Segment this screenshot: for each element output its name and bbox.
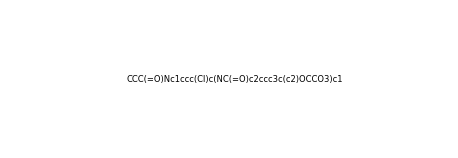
Text: CCC(=O)Nc1ccc(Cl)c(NC(=O)c2ccc3c(c2)OCCO3)c1: CCC(=O)Nc1ccc(Cl)c(NC(=O)c2ccc3c(c2)OCCO…: [126, 75, 343, 84]
